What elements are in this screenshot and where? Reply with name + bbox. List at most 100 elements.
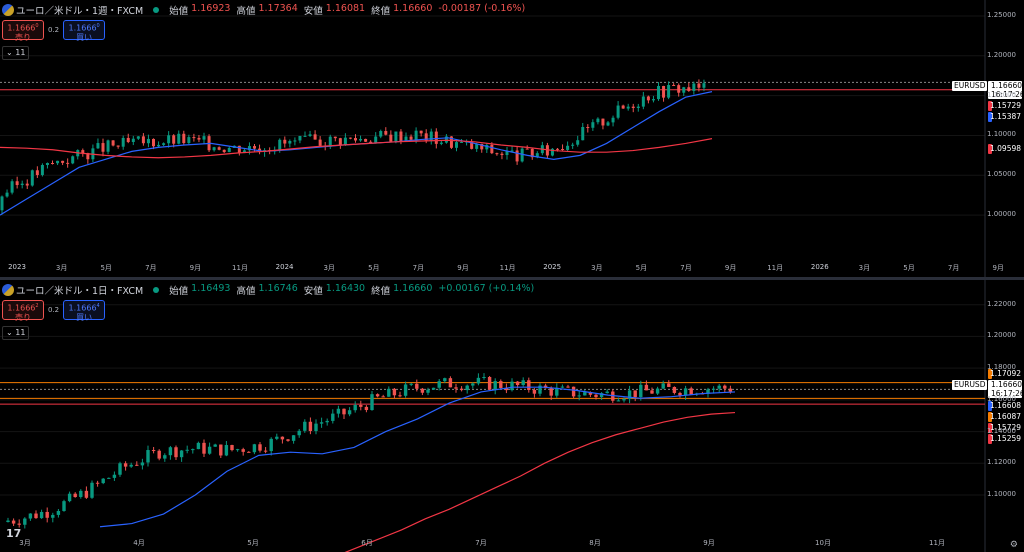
candle-body xyxy=(677,85,681,93)
candle-body xyxy=(71,156,75,164)
candle-body xyxy=(394,131,398,142)
candle-body xyxy=(51,514,55,518)
x-tick-label: 2026 xyxy=(810,263,829,271)
candle-body xyxy=(627,390,632,399)
sell-button[interactable]: 1.16662 売り xyxy=(2,300,44,322)
candle-body xyxy=(313,134,317,140)
candle-body xyxy=(689,388,693,395)
candle-body xyxy=(212,147,216,151)
candle-body xyxy=(45,163,49,165)
chart-header: ユーロ／米ドル・1日・FXCM 始値 1.16493 高値 1.16746 安値 1.… xyxy=(2,283,534,297)
ma-slow-line xyxy=(344,411,736,552)
gear-icon[interactable]: ⚙ xyxy=(1009,540,1018,550)
change-value: -0.00187 (-0.16%) xyxy=(438,3,526,14)
candle-body xyxy=(426,389,430,393)
candle-body xyxy=(571,144,575,146)
daily-chart-canvas[interactable] xyxy=(0,280,1024,552)
sell-button[interactable]: 1.16660 売り xyxy=(2,20,44,42)
candle-body xyxy=(409,383,413,385)
spread-value: 0.2 xyxy=(48,26,60,34)
candle-body xyxy=(146,138,150,144)
candle-body xyxy=(717,385,721,389)
candle-body xyxy=(588,392,593,395)
low-value: 1.16430 xyxy=(325,283,366,294)
candle-body xyxy=(661,383,665,389)
candle-body xyxy=(678,392,682,396)
candle-body xyxy=(601,118,605,126)
weekly-chart-pane[interactable]: ユーロ／米ドル・1週・FXCM 始値 1.16923 高値 1.17364 安値 1.… xyxy=(0,0,1024,277)
candle-body xyxy=(247,451,251,453)
candle-body xyxy=(353,404,357,411)
candle-body xyxy=(0,196,4,211)
candle-body xyxy=(179,450,184,458)
tradingview-logo[interactable]: 17 xyxy=(6,527,22,540)
collapse-indicators-button[interactable]: ⌄ 11 xyxy=(2,46,30,60)
candle-body xyxy=(157,450,161,459)
candle-body xyxy=(230,445,234,451)
ohlc-values: 始値 1.16923 高値 1.17364 安値 1.16081 終値 1.16660 … xyxy=(169,3,526,17)
x-tick-label: 11月 xyxy=(929,539,945,547)
candle-body xyxy=(126,137,130,143)
candle-body xyxy=(111,140,115,146)
pane-divider[interactable] xyxy=(0,277,1024,280)
candle-body xyxy=(252,444,257,453)
symbol-title[interactable]: ユーロ／米ドル・1日・FXCM xyxy=(16,286,144,297)
candle-body xyxy=(596,118,600,123)
y-tick-label: 1.20000 xyxy=(987,50,1016,59)
candle-body xyxy=(439,142,443,144)
candle-body xyxy=(34,513,38,519)
candle-body xyxy=(650,390,654,394)
candle-body xyxy=(241,449,245,452)
candle-body xyxy=(66,162,70,164)
y-tick-label: 1.10000 xyxy=(987,130,1016,139)
candle-body xyxy=(278,139,282,150)
candle-body xyxy=(728,388,733,392)
candle-body xyxy=(297,430,301,436)
buy-button[interactable]: 1.16664 買い xyxy=(63,300,106,322)
daily-chart-pane[interactable]: ユーロ／米ドル・1日・FXCM 始値 1.16493 高値 1.16746 安値 1.… xyxy=(0,280,1024,552)
y-tick-label: 1.14000 xyxy=(987,426,1016,435)
candle-body xyxy=(399,131,403,142)
y-tick-label: 1.05000 xyxy=(987,170,1016,179)
chart-header: ユーロ／米ドル・1週・FXCM 始値 1.16923 高値 1.17364 安値 1.… xyxy=(2,3,525,17)
x-tick-label: 5月 xyxy=(247,539,259,547)
x-tick-label: 2024 xyxy=(275,263,294,271)
candle-body xyxy=(116,145,120,147)
spread-value: 0.2 xyxy=(48,306,60,314)
collapse-indicators-button[interactable]: ⌄ 11 xyxy=(2,326,30,340)
candle-body xyxy=(374,136,378,143)
candle-body xyxy=(219,444,223,456)
candle-body xyxy=(328,136,332,147)
candle-body xyxy=(443,378,447,382)
x-tick-label: 7月 xyxy=(475,539,487,547)
candle-body xyxy=(20,183,24,186)
weekly-chart-canvas[interactable] xyxy=(0,0,1024,277)
x-tick-label: 2025 xyxy=(543,263,562,271)
candle-body xyxy=(162,143,166,145)
candle-body xyxy=(196,442,201,450)
candle-body xyxy=(384,131,388,135)
x-tick-label: 5月 xyxy=(903,264,915,272)
y-tick-label: 1.22000 xyxy=(987,299,1016,308)
candle-body xyxy=(222,149,226,153)
candle-body xyxy=(398,395,402,397)
candle-body xyxy=(331,413,335,421)
candle-body xyxy=(23,518,27,525)
candle-body xyxy=(621,105,625,109)
close-value: 1.16660 xyxy=(393,283,433,294)
candle-body xyxy=(633,390,637,398)
change-value: +0.00167 (+0.14%) xyxy=(438,283,535,294)
x-tick-label: 7月 xyxy=(680,264,692,272)
x-tick-label: 3月 xyxy=(858,264,871,272)
candle-body xyxy=(293,140,297,142)
candle-body xyxy=(577,395,581,397)
candle-body xyxy=(692,83,696,91)
x-tick-label: 5月 xyxy=(100,264,112,272)
open-value: 1.16493 xyxy=(191,283,231,294)
ohlc-values: 始値 1.16493 高値 1.16746 安値 1.16430 終値 1.16660 … xyxy=(169,283,535,297)
candle-body xyxy=(636,106,640,109)
symbol-title[interactable]: ユーロ／米ドル・1週・FXCM xyxy=(16,6,144,17)
close-value: 1.16660 xyxy=(393,3,433,14)
buy-button[interactable]: 1.16660 買い xyxy=(63,20,106,42)
candle-body xyxy=(146,450,150,463)
